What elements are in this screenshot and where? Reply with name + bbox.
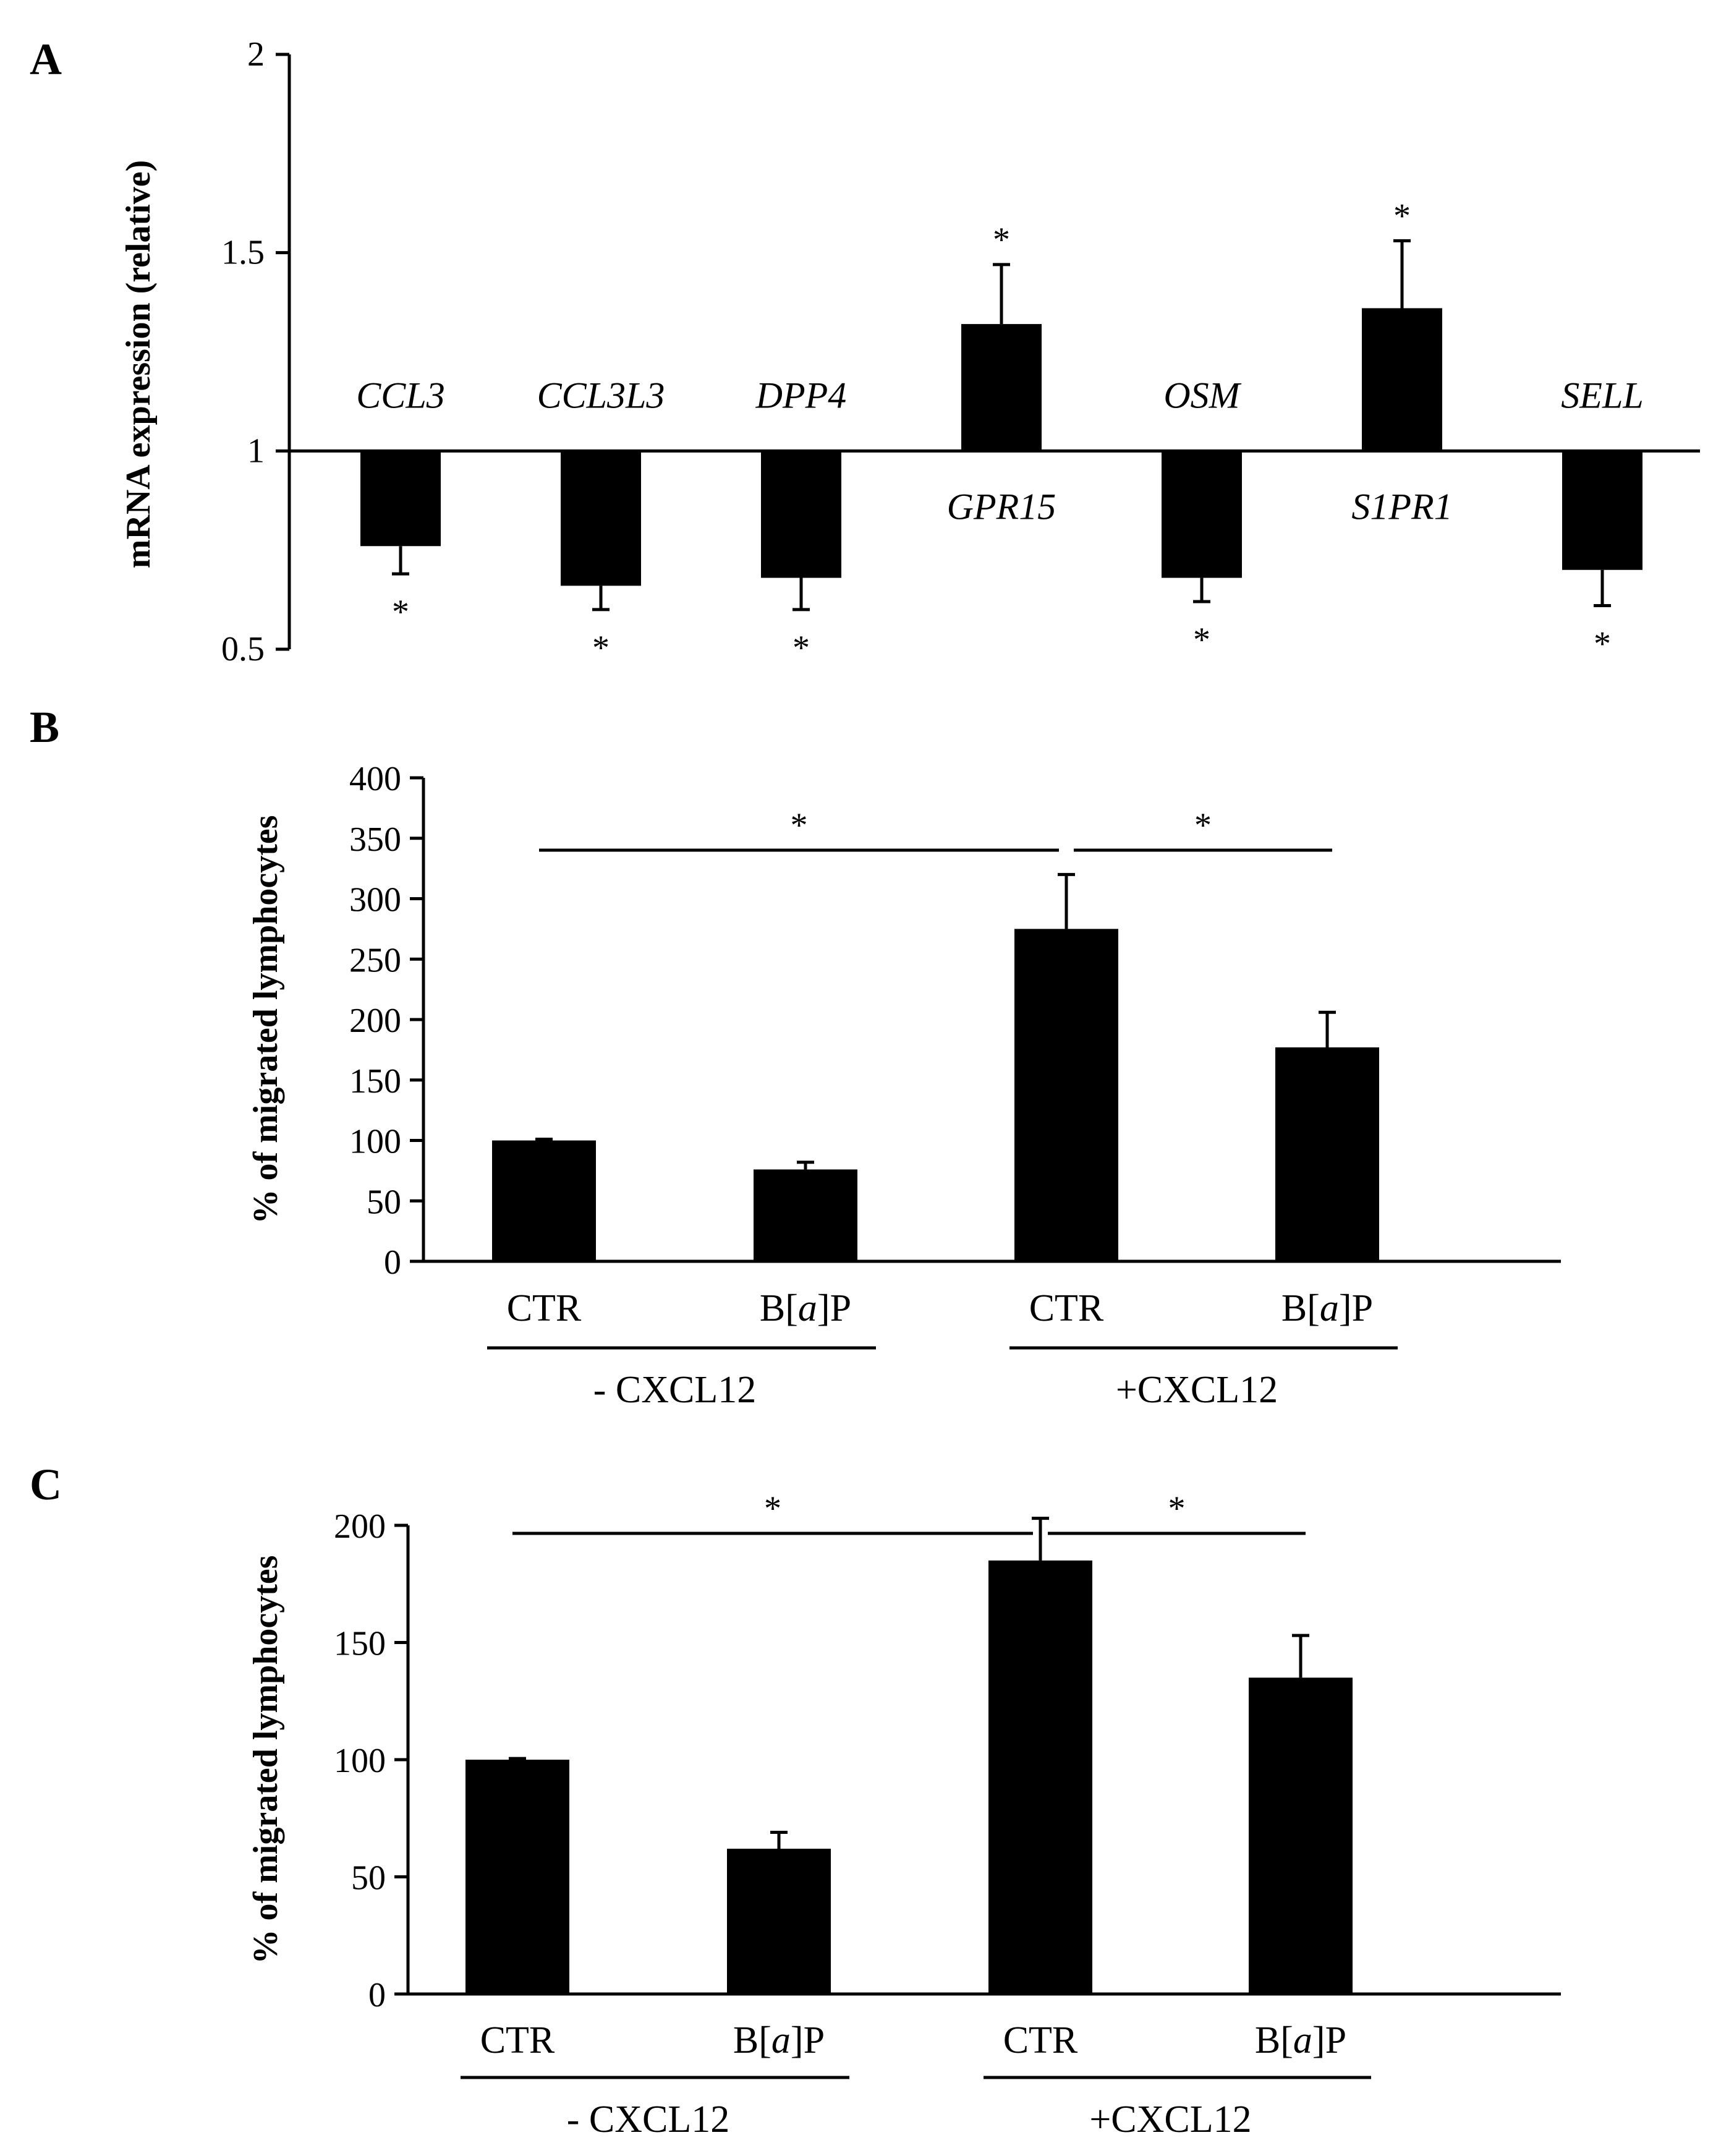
bar [1249,1677,1353,1994]
y-tick-label: 150 [334,1625,386,1663]
bar [492,1140,596,1261]
bar [1014,929,1118,1261]
x-category-label: B[a]P [1281,1287,1373,1329]
significance-star: * [764,1489,781,1528]
y-tick-label: 0 [368,1976,386,2014]
gene-label: S1PR1 [1351,486,1452,527]
significance-star: * [791,806,808,845]
group-label: +CXCL12 [1116,1369,1278,1411]
group-label: - CXCL12 [593,1369,757,1411]
y-tick-label: 200 [334,1507,386,1546]
x-category-label-part: a [771,2019,791,2061]
x-category-label: B[a]P [733,2019,825,2061]
y-tick-label: 50 [367,1183,401,1221]
significance-star-a: * [1594,624,1611,663]
y-tick-label: 300 [349,881,401,919]
significance-star-a: * [1193,621,1210,659]
x-category-label: CTR [1003,2019,1078,2061]
panel-b: B 0 50 100 150 200 250 300 350 400 % of migrated l… [30,702,1561,1411]
bar-a [561,451,641,586]
bar-a [1362,308,1442,451]
x-category-label-part: ]P [791,2019,825,2061]
x-category-label-part: ]P [817,1287,851,1329]
bar-a [1562,451,1642,570]
x-category-label: CTR [507,1287,582,1329]
bar-a [360,451,441,547]
y-tick-label: 50 [351,1859,386,1898]
x-category-label-part: ]P [1339,1287,1373,1329]
y-tick-label: 350 [349,820,401,859]
y-tick-label: 250 [349,941,401,979]
y-axis-label-a: mRNA expression (relative) [119,160,158,569]
y-tick-label: 200 [349,1002,401,1040]
bar [727,1849,831,1994]
gene-label: OSM [1163,375,1241,415]
significance-star-a: * [392,593,409,631]
x-category-label: CTR [480,2019,555,2061]
y-tick-label: 400 [349,760,401,798]
bar-a [961,324,1042,451]
x-category-label: B[a]P [1255,2019,1346,2061]
x-category-label-part: B[ [760,1287,798,1329]
bar [988,1560,1092,1994]
significance-star-a: * [793,629,810,667]
panel-c: C 0 50 100 150 200 % of migrated lymphocytes CT… [30,1460,1561,2141]
x-category-label-part: CTR [1003,2019,1078,2061]
gene-label: DPP4 [755,375,847,415]
gene-label: CCL3L3 [537,375,665,415]
bar [465,1760,569,1994]
significance-star-a: * [592,629,610,667]
gene-label: SELL [1561,375,1643,415]
bar [754,1169,857,1261]
panel-c-letter: C [30,1460,62,1509]
significance-star-a: * [993,221,1010,259]
y-tick-label: 150 [349,1062,401,1101]
y-tick-label: 0 [384,1243,401,1282]
x-category-label-part: ]P [1312,2019,1346,2061]
significance-star: * [1194,806,1212,845]
panel-b-letter: B [30,702,59,752]
panel-a-letter: A [30,35,62,84]
y-tick-label-a: 1.5 [221,234,265,272]
gene-label: CCL3 [356,375,444,415]
x-category-label-part: a [1320,1287,1339,1329]
significance-star: * [1168,1489,1186,1528]
x-category-label-part: CTR [507,1287,582,1329]
bar-a [1162,451,1242,578]
x-category-label: B[a]P [760,1287,851,1329]
group-label: - CXCL12 [567,2098,730,2141]
y-tick-label: 100 [349,1123,401,1161]
x-category-label-part: B[ [733,2019,771,2061]
y-tick-label-a: 2 [247,35,265,74]
x-category-label-part: CTR [1029,1287,1104,1329]
y-tick-label-a: 0.5 [221,630,265,668]
group-label: +CXCL12 [1089,2098,1251,2141]
y-axis-label: % of migrated lymphocytes [247,815,285,1224]
y-tick-label: 100 [334,1742,386,1780]
x-category-label: CTR [1029,1287,1104,1329]
y-tick-label-a: 1 [247,432,265,470]
bar [1275,1047,1379,1261]
y-axis-label: % of migrated lymphocytes [247,1555,285,1964]
x-category-label-part: a [1293,2019,1312,2061]
gene-label: GPR15 [947,486,1056,527]
x-category-label-part: B[ [1281,1287,1320,1329]
panel-a: A 0.5 1 1.5 2 mRNA expression (relative) CCL3 *… [30,35,1700,668]
bar-a [761,451,841,578]
x-category-label-part: a [798,1287,817,1329]
significance-star-a: * [1393,197,1411,235]
x-category-label-part: B[ [1255,2019,1293,2061]
x-category-label-part: CTR [480,2019,555,2061]
